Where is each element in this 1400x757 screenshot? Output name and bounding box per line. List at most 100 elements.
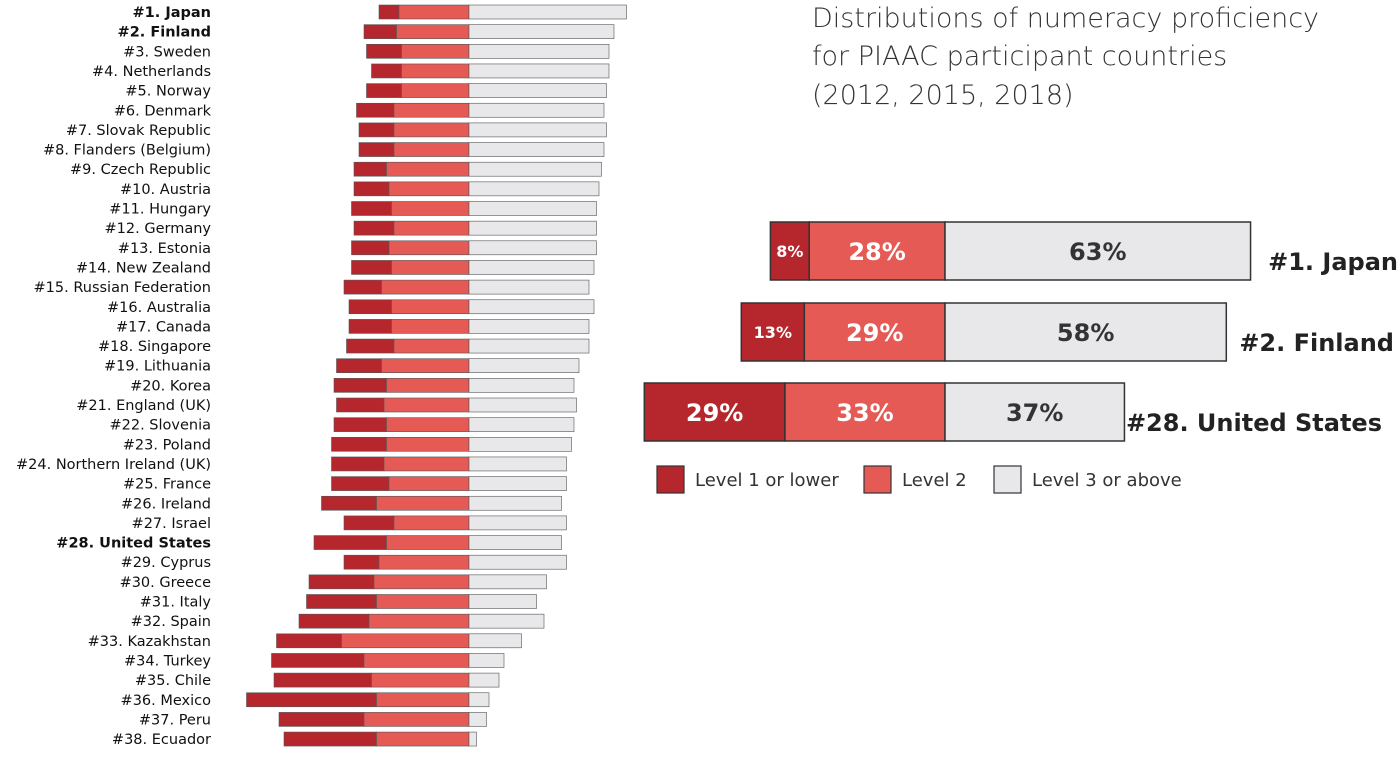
bar-level1-6-denmark — [356, 102, 395, 118]
bar-level3-35-chile — [468, 672, 500, 688]
country-label-38-ecuador: #38. Ecuador — [112, 732, 211, 748]
bar-level3-30-greece — [468, 574, 547, 590]
country-label-18-singapore: #18. Singapore — [98, 339, 211, 355]
title-line-1: Distributions of numeracy proficiency — [812, 3, 1319, 34]
bar-level1-22-slovenia — [333, 417, 387, 432]
legend-label-level-2: Level 2 — [902, 470, 967, 491]
bar-level3-7-slovak-republic — [468, 122, 607, 138]
bar-level1-2-finland — [363, 24, 397, 39]
bar-level2-14-new-zealand — [391, 260, 470, 275]
legend-swatch-level-2 — [863, 465, 892, 494]
bar-level1-25-france — [331, 476, 390, 491]
highlight-bar-level2-2-finland — [803, 302, 946, 362]
bar-level3-11-hungary — [468, 201, 597, 216]
bar-level2-32-spain — [368, 613, 470, 629]
country-label-4-netherlands: #4. Netherlands — [92, 64, 211, 80]
chart-legend: Level 1 or lower Level 2 Level 3 or above — [656, 465, 1182, 494]
bar-level2-11-hungary — [391, 201, 470, 216]
legend-label-level-3-or-above: Level 3 or above — [1032, 470, 1182, 491]
data-label-level1-28-united-states: 29% — [686, 399, 743, 427]
bar-level2-15-russian-federation — [381, 279, 470, 295]
bar-level3-33-kazakhstan — [468, 633, 522, 649]
highlight-country-label-1-japan: #1. Japan — [1268, 248, 1398, 276]
bar-level3-32-spain — [468, 613, 545, 629]
country-distribution-chart: #1. Japan #2. Finland #3. Sweden #4. Nether… — [16, 4, 627, 748]
bar-level3-3-sweden — [468, 43, 610, 59]
country-label-37-peru: #37. Peru — [139, 712, 211, 728]
bar-level3-37-peru — [468, 712, 487, 727]
data-label-level3-2-finland: 58% — [1057, 319, 1114, 347]
bar-level3-38-ecuador — [468, 731, 477, 747]
bar-level3-10-austria — [468, 181, 600, 197]
data-label-level2-28-united-states: 33% — [836, 399, 893, 427]
country-label-6-denmark: #6. Denmark — [114, 103, 212, 119]
country-label-22-slovenia: #22. Slovenia — [109, 418, 211, 434]
country-label-35-chile: #35. Chile — [135, 673, 211, 689]
bar-level2-23-poland — [386, 436, 470, 452]
bar-level1-5-norway — [366, 83, 402, 98]
country-label-24-northern-ireland-uk: #24. Northern Ireland (UK) — [16, 457, 211, 473]
bar-level1-11-hungary — [351, 201, 392, 216]
title-line-2: for PIAAC participant countries — [812, 41, 1227, 72]
bar-level2-18-singapore — [393, 338, 470, 354]
bar-level2-33-kazakhstan — [341, 633, 470, 649]
country-label-29-cyprus: #29. Cyprus — [121, 555, 211, 571]
bar-level1-21-england-uk — [336, 397, 385, 413]
bar-level2-12-germany — [393, 220, 470, 236]
bar-level1-12-germany — [353, 220, 395, 236]
bar-level2-16-australia — [391, 299, 470, 315]
highlight-bar-level3-2-finland — [944, 302, 1228, 362]
highlight-bar-level2-1-japan — [808, 221, 946, 281]
bar-level2-3-sweden — [401, 43, 470, 59]
highlight-bar-level3-1-japan — [944, 221, 1252, 281]
bar-level3-24-northern-ireland-uk — [468, 456, 567, 472]
bar-level2-13-estonia — [388, 240, 470, 256]
country-label-10-austria: #10. Austria — [120, 182, 211, 198]
bar-level3-27-israel — [468, 515, 567, 531]
bar-level1-13-estonia — [351, 240, 390, 256]
bar-level3-14-new-zealand — [468, 260, 595, 275]
bar-level1-10-austria — [353, 181, 390, 197]
bar-level2-36-mexico — [376, 692, 470, 708]
bar-level3-15-russian-federation — [468, 279, 590, 295]
bar-level2-8-flanders-belgium — [393, 142, 470, 157]
bar-level2-26-ireland — [376, 495, 470, 511]
bar-level1-29-cyprus — [343, 554, 380, 570]
bar-level2-17-canada — [391, 319, 470, 334]
country-label-9-czech-republic: #9. Czech Republic — [70, 162, 211, 178]
bar-level1-38-ecuador — [283, 731, 377, 747]
country-label-19-lithuania: #19. Lithuania — [104, 359, 211, 375]
country-label-21-england-uk: #21. England (UK) — [76, 398, 211, 414]
country-label-25-france: #25. France — [123, 477, 211, 493]
legend-swatch-level-1-or-lower — [656, 465, 685, 494]
highlighted-countries-chart: 8% 28% 63% #1. Japan 13% 29% 58% #2. Finland 29%… — [643, 221, 1398, 442]
bar-level3-5-norway — [468, 83, 607, 98]
country-label-15-russian-federation: #15. Russian Federation — [34, 280, 211, 296]
country-label-17-canada: #17. Canada — [116, 319, 211, 335]
bar-level2-20-korea — [386, 378, 470, 393]
bar-level3-2-finland — [468, 24, 615, 39]
country-label-2-finland: #2. Finland — [118, 25, 211, 41]
bar-level1-3-sweden — [366, 43, 402, 59]
country-label-7-slovak-republic: #7. Slovak Republic — [66, 123, 211, 139]
bar-level3-19-lithuania — [468, 358, 580, 374]
country-label-26-ireland: #26. Ireland — [121, 496, 211, 512]
data-label-level3-28-united-states: 37% — [1006, 399, 1063, 427]
bar-level1-17-canada — [348, 319, 392, 334]
bar-level1-16-australia — [348, 299, 392, 315]
bar-level3-1-japan — [468, 4, 627, 20]
bar-level2-24-northern-ireland-uk — [383, 456, 470, 472]
bar-level2-19-lithuania — [381, 358, 470, 374]
bar-level3-36-mexico — [468, 692, 490, 708]
bar-level1-7-slovak-republic — [358, 122, 395, 138]
bar-level3-28-united-states — [468, 535, 562, 550]
bar-level1-32-spain — [298, 613, 370, 629]
bar-level3-21-england-uk — [468, 397, 577, 413]
bar-level3-25-france — [468, 476, 567, 491]
chart-title: Distributions of numeracy proficiency fo… — [812, 3, 1319, 111]
title-line-3: (2012, 2015, 2018) — [812, 80, 1074, 111]
bar-level1-20-korea — [333, 378, 387, 393]
bar-level2-35-chile — [371, 672, 470, 688]
bar-level1-14-new-zealand — [351, 260, 392, 275]
bar-level2-27-israel — [393, 515, 470, 531]
